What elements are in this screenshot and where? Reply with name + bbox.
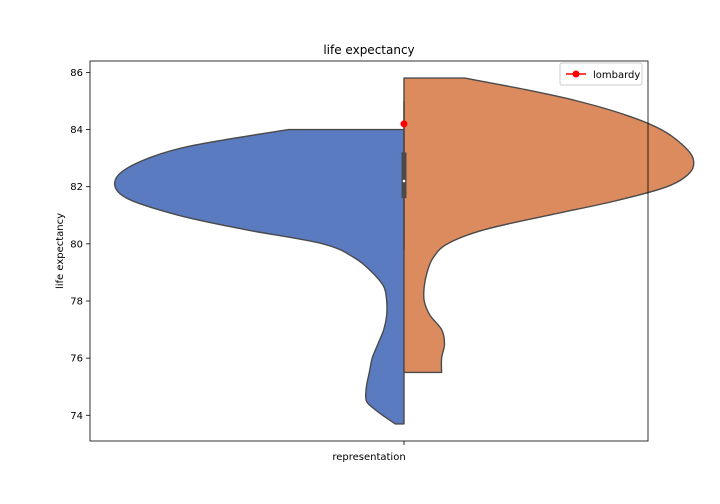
plot-area [89,60,695,442]
y-tick-label: 78 [70,297,83,308]
y-axis: 74 76 78 80 82 84 86 [70,68,90,422]
legend-box [559,62,643,86]
box-iqr [401,152,407,199]
plot-frame [89,60,649,442]
y-tick-label: 86 [70,68,83,79]
y-tick-label: 76 [70,354,83,365]
y-tick-label: 82 [70,182,83,193]
legend-marker [572,70,580,78]
chart-title: life expectancy [323,43,414,57]
box-median [402,179,406,183]
violin-right-half [403,77,695,374]
y-tick-label: 74 [70,411,83,422]
y-axis-label: life expectancy [55,213,66,289]
marker-lombardy [400,120,408,128]
y-tick-label: 84 [70,125,83,136]
y-tick-label: 80 [70,239,83,250]
legend-label: lombardy [593,70,640,81]
legend: lombardy [559,62,643,86]
x-tick-label: representation [332,452,405,463]
x-axis: representation [332,441,406,463]
violin-left-half [113,128,405,425]
